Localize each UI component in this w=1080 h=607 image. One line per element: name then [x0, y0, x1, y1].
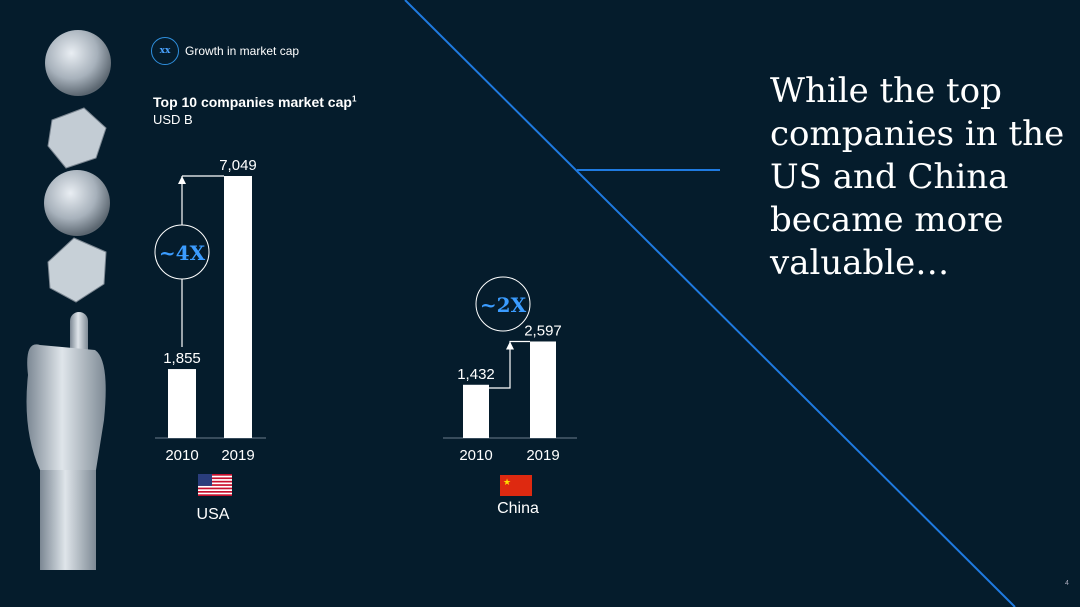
growth-circle-usa: [154, 224, 210, 280]
sphere-icon: [44, 170, 110, 236]
headline: While the top companies in the US and Ch…: [770, 71, 1065, 283]
bar-usa-2010: [168, 369, 196, 438]
growth-circle-china: [475, 276, 531, 332]
tick-label-usa-2019: 2019: [221, 447, 254, 464]
cube-icon: [47, 237, 107, 303]
value-label-usa-2019: 7,049: [219, 157, 257, 174]
chart-title: Top 10 companies market cap1: [153, 94, 356, 110]
value-label-china-2010: 1,432: [457, 366, 495, 383]
page-number: 4: [1065, 580, 1069, 587]
sphere-icon: [45, 30, 111, 96]
hand-illustration: [26, 30, 111, 570]
tick-label-usa-2010: 2010: [165, 447, 198, 464]
country-label-china: China: [497, 500, 539, 517]
value-label-usa-2010: 1,855: [163, 350, 201, 367]
growth-arrow-line-china: [489, 340, 530, 389]
chart-title-footnote: 1: [351, 94, 357, 104]
growth-arrowhead-china: [506, 341, 514, 350]
cube-icon: [47, 107, 107, 169]
diagonal-line: [404, 0, 1016, 607]
us-flag-icon: [198, 474, 232, 496]
chart-title-text: Top 10 companies market cap: [153, 94, 352, 110]
bar-china-2010: [463, 384, 489, 438]
china-flag-icon: ★: [500, 475, 532, 496]
svg-text:★: ★: [503, 478, 511, 488]
chart-unit: USD B: [153, 112, 193, 127]
bar-usa-2019: [224, 176, 252, 438]
bar-china-2019: [530, 341, 556, 438]
legend: xx Growth in market cap: [151, 37, 299, 65]
growth-label-usa: ~4X: [159, 241, 206, 265]
growth-symbol-icon: xx: [151, 37, 179, 65]
tick-label-china-2019: 2019: [526, 447, 559, 464]
country-label-usa: USA: [196, 506, 230, 523]
growth-arrowhead-usa: [178, 176, 186, 184]
growth-label-china: ~2X: [480, 293, 527, 317]
legend-label: Growth in market cap: [185, 44, 300, 58]
palm-icon: [26, 344, 106, 470]
tick-label-china-2010: 2010: [459, 447, 492, 464]
wrist-icon: [40, 470, 96, 570]
value-label-china-2019: 2,597: [524, 322, 562, 339]
